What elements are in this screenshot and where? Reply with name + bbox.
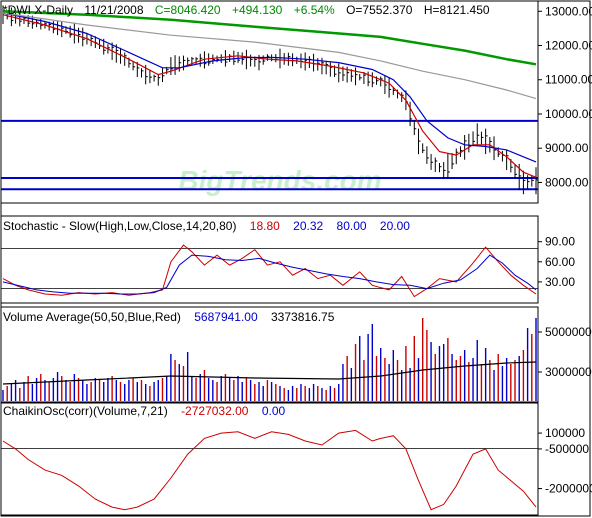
moving-average-ma_mid (2, 12, 537, 163)
moving-average-ma_200 (2, 10, 537, 66)
volume-tick-label: 3000000 (545, 365, 592, 379)
volume-average-line (2, 361, 537, 385)
stochastic-line-ma_mid (2, 254, 537, 295)
header-change: +494.130 (232, 3, 283, 17)
header-change-pct: +6.54% (294, 3, 335, 17)
header-date: 11/21/2008 (84, 3, 143, 17)
stochastic-panel (1, 244, 538, 298)
volume-header: Volume Average(50,50,Blue,Red) 5687941.0… (3, 310, 335, 324)
stochastic-header: Stochastic - Slow(High,Low,Close,14,20,8… (3, 219, 410, 233)
chaikin-value-2: 0.00 (262, 404, 286, 418)
price-tick-label: 9000.00 (545, 141, 589, 155)
volume-tick-label: 5000000 (545, 325, 592, 339)
stochastic-tick-label: 30.00 (545, 275, 575, 289)
price-panel-frame (0, 0, 539, 204)
price-tick-label: 13000.00 (545, 4, 592, 18)
price-header: *DWI X-Daily 11/21/2008 C=8046.420 +494.… (3, 3, 490, 17)
price-tick-label: 8000.00 (545, 175, 589, 189)
header-close: C=8046.420 (155, 3, 221, 17)
price-tick-label: 10000.00 (545, 107, 592, 121)
chaikin-value-1: -2727032.00 (181, 404, 249, 418)
price-tick-label: 12000.00 (545, 39, 592, 53)
chaikin-line (2, 429, 537, 511)
chaikin-panel-frame (0, 402, 539, 516)
chaikin-tick-label: -2000000 (545, 482, 592, 496)
watermark-text: BigTrends.com (178, 165, 381, 196)
price-panel (1, 5, 538, 195)
stochastic-tick-label: 60.00 (545, 255, 575, 269)
stochastic-panel-frame (0, 215, 539, 304)
volume-value-2: 3373816.75 (271, 310, 335, 324)
volume-value-1: 5687941.00 (194, 310, 258, 324)
volume-label: Volume Average(50,50,Blue,Red) (3, 310, 181, 324)
chaikin-tick-label: -500000 (545, 442, 589, 456)
chaikin-panel (1, 429, 538, 511)
header-symbol: *DWI X-Daily (3, 3, 73, 17)
volume-panel-frame (0, 306, 539, 403)
moving-average-ma_fast (2, 14, 537, 178)
stochastic-upper: 80.00 (337, 219, 367, 233)
chaikin-label: ChaikinOsc(corr)(Volume,7,21) (3, 404, 168, 418)
header-open: O=7552.370 (346, 3, 413, 17)
stochastic-k-value: 18.80 (250, 219, 280, 233)
axis-tick-labels: 8000.00 9000.00 10000.00 11000.00 12000.00 13… (538, 4, 592, 496)
volume-panel (2, 318, 537, 401)
header-high: H=8121.450 (424, 3, 490, 17)
chaikin-tick-label: 100000 (545, 426, 585, 440)
chaikin-header: ChaikinOsc(corr)(Volume,7,21) -2727032.0… (3, 404, 285, 418)
stochastic-tick-label: 90.00 (545, 235, 575, 249)
moving-average-ma_long (2, 12, 537, 100)
stochastic-d-value: 20.32 (293, 219, 323, 233)
price-tick-label: 11000.00 (545, 73, 592, 87)
stochastic-label: Stochastic - Slow(High,Low,Close,14,20,8… (3, 219, 236, 233)
stochastic-lower: 20.00 (380, 219, 410, 233)
